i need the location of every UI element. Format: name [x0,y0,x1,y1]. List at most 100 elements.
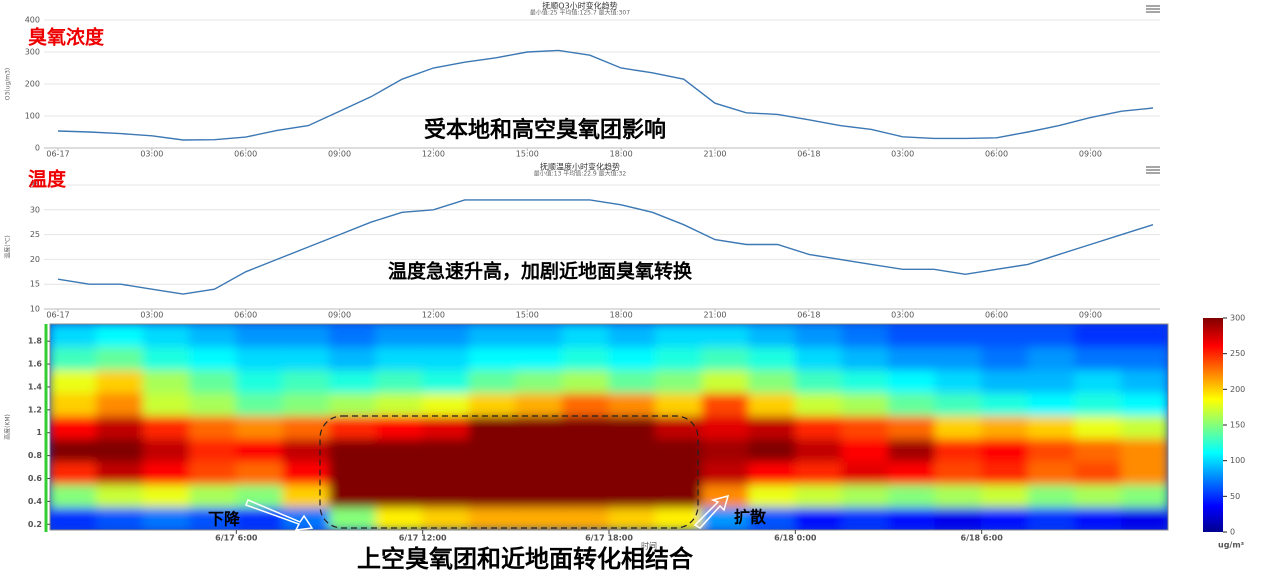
heatmap-cell [329,324,377,348]
heatmap-cell [422,346,470,371]
heatmap-cell [841,369,889,394]
chart-title: 抚顺温度小时变化趋势 [540,162,620,172]
heatmap-cell [794,392,843,417]
y-tick-label: 0.2 [28,520,42,529]
diffuse-label: 扩散 [734,508,767,527]
heatmap-cell [841,483,889,508]
x-tick-label: 09:00 [1079,311,1102,320]
heatmap-cell [701,324,750,348]
heatmap-cell [748,369,796,394]
heatmap-cell [1120,392,1168,417]
colorbar-tick-label: 200 [1230,385,1245,394]
heatmap-cell [981,346,1029,371]
heatmap-cell [282,483,330,508]
heatmap-cell [189,369,237,394]
heatmap-cell [282,460,330,485]
heatmap-cell [142,346,191,371]
heatmap-cell [50,415,98,439]
heatmap-cell [375,392,424,417]
x-tick-label: 03:00 [140,311,163,320]
heatmap-cell [96,415,144,439]
y-tick-label: 30 [30,205,40,214]
heatmap-cell [96,506,144,530]
heatmap-cell [515,437,563,462]
colorbar-unit: ug/m³ [1218,541,1245,550]
heatmap-cell [1074,483,1122,508]
heatmap-cell [515,392,563,417]
heatmap-cell [235,324,284,348]
heatmap-cell [50,369,98,394]
heatmap-cell [375,415,424,439]
heatmap-cell [282,324,330,348]
heatmap-cell [422,324,470,348]
heatmap-cell [561,506,610,530]
x-tick-label: 06-17 [46,150,69,159]
x-tick-label: 21:00 [703,150,726,159]
heatmap-cell [142,324,191,348]
heatmap-cell [1120,324,1168,348]
heatmap-cell [282,415,330,439]
heatmap-cell [841,415,889,439]
heatmap-cell [794,369,843,394]
heatmap-cell [888,437,936,462]
heatmap [50,324,1168,530]
heatmap-cell [282,437,330,462]
data-line [57,199,1154,295]
colorbar-tick-label: 0 [1230,528,1235,537]
x-tick-label: 03:00 [140,150,163,159]
arrow-down [245,499,314,531]
x-tick-label: 06:00 [234,150,257,159]
menu-icon[interactable] [1146,166,1160,174]
x-tick-label: 06-17 [46,311,69,320]
heatmap-cell [934,506,983,530]
heatmap-cell [468,392,517,417]
heatmap-cell [1027,324,1076,348]
heatmap-cell [189,437,237,462]
heatmap-cell [888,346,936,371]
heatmap-cell [934,392,983,417]
heatmap-cell [1074,392,1122,417]
heatmap-cell [934,346,983,371]
heatmap-cell [422,460,470,485]
heatmap-cell [748,415,796,439]
heatmap-cell [748,346,796,371]
y-tick-label: 200 [25,80,40,89]
y-tick-label: 35 [30,181,40,190]
x-tick-label: 12:00 [422,150,445,159]
y-tick-label: 1 [36,428,42,437]
heatmap-cell [561,369,610,394]
heatmap-cell [468,506,517,530]
heatmap-cell [468,437,517,462]
heatmap-cell [608,392,657,417]
heatmap-cell [96,369,144,394]
heatmap-cell [1120,415,1168,439]
heatmap-cell [468,460,517,485]
heatmap-cell [655,346,703,371]
heatmap-cell [375,324,424,348]
colorbar-tick-label: 50 [1230,492,1240,501]
heatmap-cell [794,415,843,439]
heatmap-cell [934,483,983,508]
heatmap-cell [561,460,610,485]
heatmap-cell [888,392,936,417]
heatmap-cell [189,460,237,485]
heatmap-cell [888,324,936,348]
heatmap-cell [1027,483,1076,508]
heatmap-cell [934,369,983,394]
heatmap-cell [468,346,517,371]
chart-subtitle: 最小值:25 平均值:125.7 最大值:307 [530,9,630,17]
chart-subtitle: 最小值:13 平均值:22.9 最大值:32 [534,170,627,178]
y-tick-label: 0.6 [28,474,43,483]
heatmap-cell [701,346,750,371]
heatmap-cell [981,392,1029,417]
heatmap-cell [50,483,98,508]
heatmap-cell [515,369,563,394]
heatmap-cell [1074,346,1122,371]
heatmap-cell [655,460,703,485]
heatmap-cell [981,460,1029,485]
heatmap-cell [701,369,750,394]
x-tick-label: 6/17 6:00 [215,534,258,543]
heatmap-cell [655,506,703,530]
menu-icon[interactable] [1146,5,1160,13]
